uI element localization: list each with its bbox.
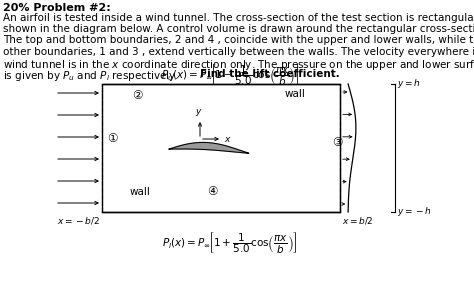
Text: other boundaries, 1 and 3 , extend vertically between the walls. The velocity ev: other boundaries, 1 and 3 , extend verti… [3,47,474,57]
Text: $P_u(x) = P_\infty\!\left[1 - \dfrac{1}{5.0}\cos\!\left(\dfrac{\pi x}{b}\right)\: $P_u(x) = P_\infty\!\left[1 - \dfrac{1}{… [161,62,299,87]
Text: $y=h$: $y=h$ [397,78,421,91]
Text: Find the lift coefficient.: Find the lift coefficient. [200,69,340,79]
Text: ③: ③ [332,136,343,150]
Text: $x=b/2$: $x=b/2$ [342,215,374,226]
Text: wall: wall [285,89,306,99]
Text: $x=-b/2$: $x=-b/2$ [57,215,100,226]
Text: shown in the diagram below. A control volume is drawn around the rectangular cro: shown in the diagram below. A control vo… [3,24,474,34]
Text: An airfoil is tested inside a wind tunnel. The cross-section of the test section: An airfoil is tested inside a wind tunne… [3,13,474,23]
Polygon shape [169,142,249,153]
Text: 20% Problem #2:: 20% Problem #2: [3,3,111,13]
Text: is given by $P_u$ and $P_l$ respectively.: is given by $P_u$ and $P_l$ respectively… [3,69,183,83]
Text: ②: ② [132,89,142,102]
Text: ①: ① [107,131,118,144]
Text: The top and bottom boundaries, 2 and 4 , coincide with the upper and lower walls: The top and bottom boundaries, 2 and 4 ,… [3,35,474,45]
Text: $y$: $y$ [195,107,203,118]
Text: ④: ④ [207,185,217,198]
Text: wind tunnel is in the $x$ coordinate direction only. The pressure on the upper a: wind tunnel is in the $x$ coordinate dir… [3,58,474,72]
Text: $x$: $x$ [224,134,232,143]
Text: wall: wall [130,187,151,197]
Bar [102,84,340,212]
Text: $y=-h$: $y=-h$ [397,206,432,218]
Text: $P_l(x) = P_\infty\!\left[1 + \dfrac{1}{5.0}\cos\!\left(\dfrac{\pi x}{b}\right)\: $P_l(x) = P_\infty\!\left[1 + \dfrac{1}{… [162,230,298,255]
